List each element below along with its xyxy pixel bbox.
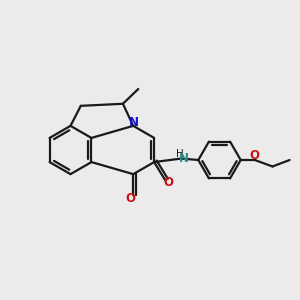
Text: O: O: [125, 192, 135, 206]
Text: N: N: [179, 152, 189, 165]
Text: O: O: [250, 149, 260, 162]
Text: O: O: [164, 176, 174, 189]
Text: H: H: [176, 149, 184, 159]
Text: N: N: [128, 116, 139, 128]
